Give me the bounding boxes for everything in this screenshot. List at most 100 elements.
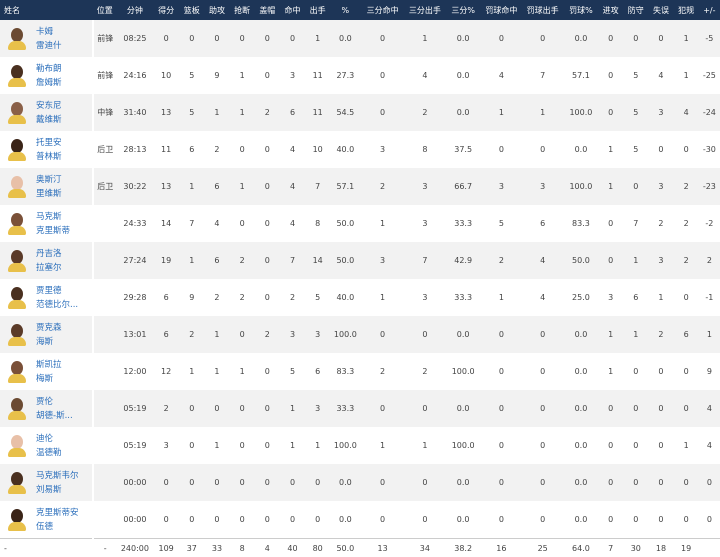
column-header[interactable]: 三分出手 xyxy=(405,0,445,20)
player-avatar[interactable] xyxy=(8,435,26,457)
player-first-name: 安东尼 xyxy=(36,99,62,113)
player-name-link[interactable]: 丹吉洛拉塞尔 xyxy=(36,247,62,275)
stat-cell: 14 xyxy=(305,242,330,279)
column-header[interactable]: 姓名 xyxy=(0,0,93,20)
stat-cell: 0 xyxy=(648,390,673,427)
stat-cell: 0 xyxy=(598,94,623,131)
stat-cell: 0 xyxy=(255,353,280,390)
player-avatar[interactable] xyxy=(8,250,26,272)
column-header[interactable]: 犯规 xyxy=(674,0,699,20)
stat-cell: 7 xyxy=(623,205,648,242)
stat-cell: 0 xyxy=(360,501,404,539)
player-name-link[interactable]: 克里斯蒂安伍德 xyxy=(36,506,79,534)
stat-cell: 0 xyxy=(280,501,305,539)
player-avatar[interactable] xyxy=(8,472,26,494)
column-header[interactable]: 分钟 xyxy=(117,0,153,20)
player-avatar[interactable] xyxy=(8,65,26,87)
stat-cell: 1 xyxy=(674,57,699,94)
player-last-name: 普林斯 xyxy=(36,150,62,164)
stat-cell: 6 xyxy=(204,168,229,205)
player-avatar[interactable] xyxy=(8,361,26,383)
column-header[interactable]: 助攻 xyxy=(204,0,229,20)
stat-cell: 4 xyxy=(204,205,229,242)
column-header[interactable]: 罚球命中 xyxy=(481,0,521,20)
player-name-link[interactable]: 迪伦温德勒 xyxy=(36,432,62,460)
player-avatar[interactable] xyxy=(8,176,26,198)
player-cell: 贾伦胡德-斯... xyxy=(0,390,93,427)
stat-cell: 3 xyxy=(360,242,404,279)
total-stat-cell: 33 xyxy=(204,539,229,557)
player-avatar[interactable] xyxy=(8,28,26,50)
player-name-link[interactable]: 马克斯克里斯蒂 xyxy=(36,210,70,238)
column-header[interactable]: 三分% xyxy=(445,0,481,20)
stat-cell: 100.0 xyxy=(445,427,481,464)
column-header[interactable]: % xyxy=(330,0,360,20)
column-header[interactable]: 进攻 xyxy=(598,0,623,20)
player-name-link[interactable]: 安东尼戴维斯 xyxy=(36,99,62,127)
stat-cell: 3 xyxy=(405,205,445,242)
column-header[interactable]: 命中 xyxy=(280,0,305,20)
player-name-link[interactable]: 勒布朗詹姆斯 xyxy=(36,62,62,90)
stat-cell: 4 xyxy=(522,242,564,279)
column-header[interactable]: 三分命中 xyxy=(360,0,404,20)
player-avatar[interactable] xyxy=(8,509,26,531)
stat-cell: 5 xyxy=(305,279,330,316)
stat-cell: 57.1 xyxy=(564,57,598,94)
player-name-link[interactable]: 贾伦胡德-斯... xyxy=(36,395,73,423)
column-header[interactable]: 防守 xyxy=(623,0,648,20)
column-header[interactable]: 抢断 xyxy=(230,0,255,20)
stat-cell: 2 xyxy=(360,353,404,390)
stat-cell: 0 xyxy=(255,242,280,279)
column-header[interactable]: 篮板 xyxy=(179,0,204,20)
player-first-name: 马克斯韦尔 xyxy=(36,469,79,483)
stat-cell: 3 xyxy=(405,279,445,316)
column-header[interactable]: 盖帽 xyxy=(255,0,280,20)
total-stat-cell: 34 xyxy=(405,539,445,557)
player-avatar[interactable] xyxy=(8,287,26,309)
stat-cell: 0 xyxy=(204,20,229,57)
stat-cell: 1 xyxy=(522,94,564,131)
player-cell: 安东尼戴维斯 xyxy=(0,94,93,131)
player-name-link[interactable]: 贾里德范德比尔... xyxy=(36,284,78,312)
stat-cell: 0.0 xyxy=(445,316,481,353)
stat-cell: 1 xyxy=(204,353,229,390)
position-cell: 前锋 xyxy=(93,20,117,57)
player-avatar[interactable] xyxy=(8,139,26,161)
player-name-link[interactable]: 托里安普林斯 xyxy=(36,136,62,164)
player-name-link[interactable]: 马克斯韦尔刘易斯 xyxy=(36,469,79,497)
column-header[interactable]: +/- xyxy=(699,0,720,20)
player-avatar[interactable] xyxy=(8,398,26,420)
player-name-link[interactable]: 贾克森海斯 xyxy=(36,321,62,349)
column-header[interactable]: 得分 xyxy=(153,0,179,20)
column-header[interactable]: 罚球出手 xyxy=(522,0,564,20)
player-avatar[interactable] xyxy=(8,102,26,124)
player-cell: 马克斯韦尔刘易斯 xyxy=(0,464,93,501)
column-header[interactable]: 罚球% xyxy=(564,0,598,20)
stat-cell: 7 xyxy=(405,242,445,279)
stat-cell: 0.0 xyxy=(445,390,481,427)
stat-cell: 1 xyxy=(674,427,699,464)
stat-cell: 50.0 xyxy=(564,242,598,279)
stat-cell: 1 xyxy=(360,205,404,242)
column-header[interactable]: 出手 xyxy=(305,0,330,20)
stat-cell: 0 xyxy=(674,464,699,501)
player-avatar[interactable] xyxy=(8,213,26,235)
player-cell: 丹吉洛拉塞尔 xyxy=(0,242,93,279)
stat-cell: -5 xyxy=(699,20,720,57)
stat-cell: 0 xyxy=(598,205,623,242)
column-header[interactable]: 失误 xyxy=(648,0,673,20)
player-avatar[interactable] xyxy=(8,324,26,346)
player-name-link[interactable]: 奥斯汀里维斯 xyxy=(36,173,62,201)
player-name-link[interactable]: 斯凯拉梅斯 xyxy=(36,358,62,386)
stat-cell: 0 xyxy=(674,353,699,390)
stat-cell: 0 xyxy=(360,57,404,94)
position-cell xyxy=(93,501,117,539)
column-header[interactable]: 位置 xyxy=(93,0,117,20)
player-cell: 贾克森海斯 xyxy=(0,316,93,353)
player-name-link[interactable]: 卡姆雷迪什 xyxy=(36,25,62,53)
stat-cell: 4 xyxy=(280,131,305,168)
player-last-name: 雷迪什 xyxy=(36,39,62,53)
player-photo-jersey xyxy=(8,152,26,161)
